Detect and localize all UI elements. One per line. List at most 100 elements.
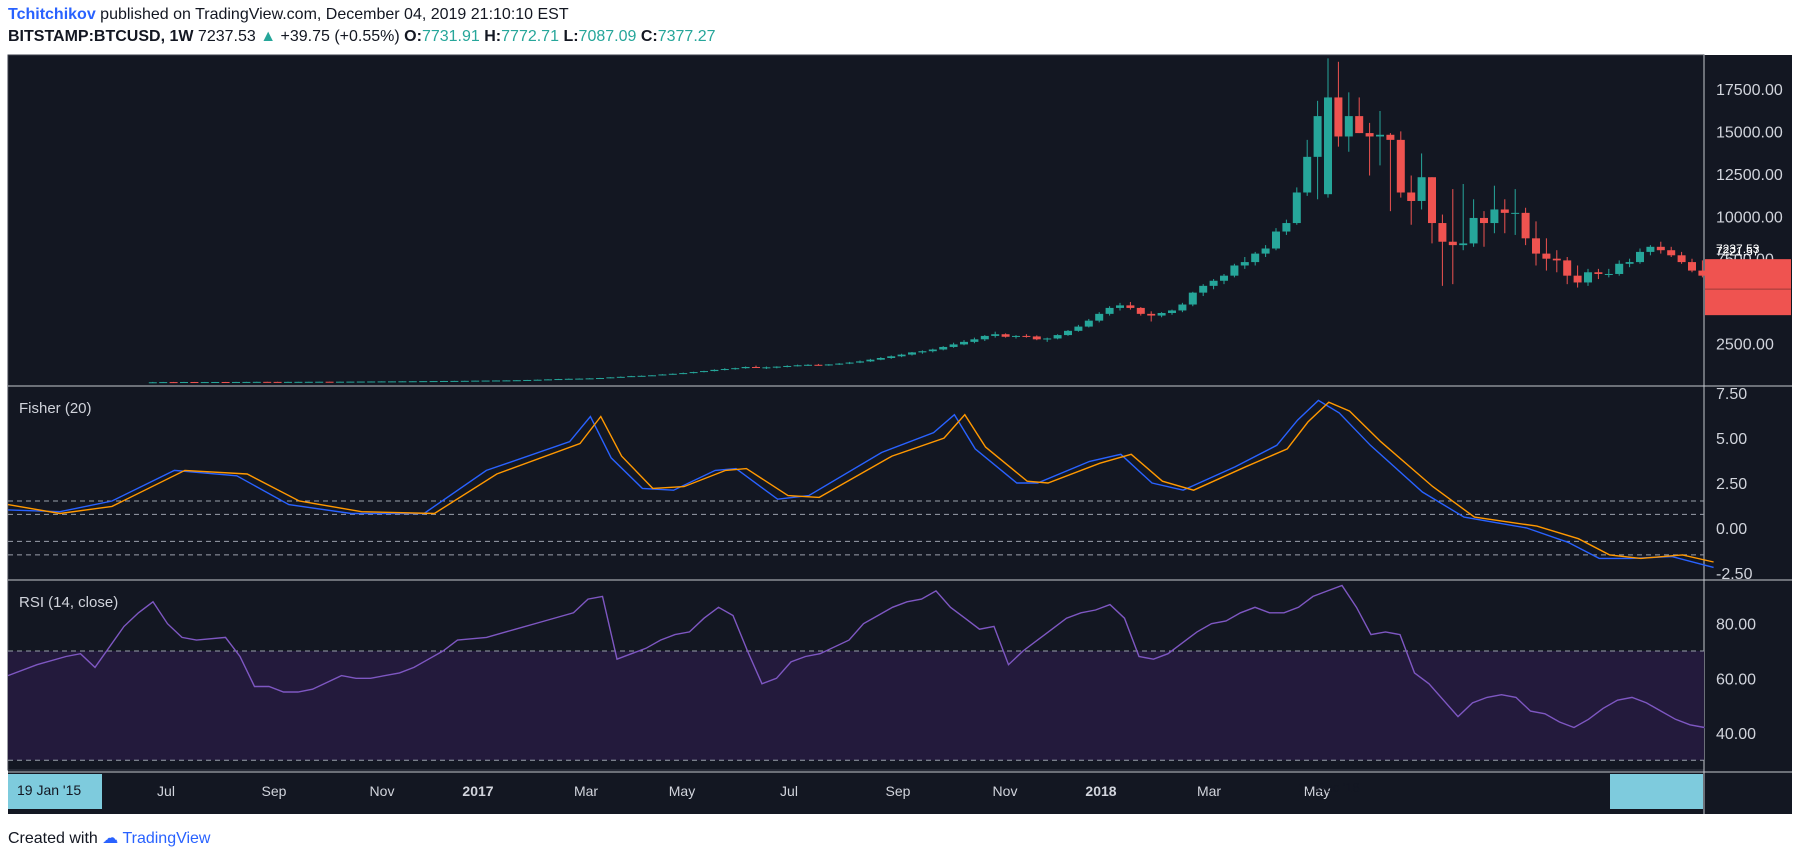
candle-body xyxy=(1511,212,1520,214)
candle-body xyxy=(575,378,584,380)
price-tick-label: 15000.00 xyxy=(1716,124,1783,141)
candle-body xyxy=(1376,134,1384,137)
candle-body xyxy=(741,366,750,369)
range-end-marker xyxy=(1610,774,1703,809)
candle-body xyxy=(512,380,521,382)
candle-body xyxy=(502,380,511,382)
candle-body xyxy=(627,376,636,378)
candle-body xyxy=(1677,255,1686,263)
candle-body xyxy=(200,382,209,384)
candle-body xyxy=(876,357,885,360)
candle-body xyxy=(1012,335,1020,337)
rsi-line xyxy=(7,584,1705,729)
time-tick-label: Nov xyxy=(993,783,1018,799)
candle-body xyxy=(1324,97,1332,195)
created-with-text: Created with xyxy=(8,830,98,847)
open-value: 7731.91 xyxy=(421,28,480,45)
candle-body xyxy=(814,364,823,366)
candle-body xyxy=(346,381,355,383)
candle-body xyxy=(367,381,376,383)
time-tick-label: Mar xyxy=(574,783,598,799)
candle-body xyxy=(336,381,344,383)
candle-body xyxy=(1272,231,1280,249)
price-pane: 2500.005000.007500.0010000.0012500.00150… xyxy=(148,58,1791,384)
candle-body xyxy=(1604,273,1613,275)
candle-body xyxy=(1095,313,1104,321)
candle-body xyxy=(1292,192,1301,224)
candle-body xyxy=(606,377,615,379)
fisher-title: Fisher (20) xyxy=(19,400,92,417)
candle-body xyxy=(242,381,251,383)
tradingview-logo-icon[interactable]: ☁ xyxy=(102,830,119,847)
candle-body xyxy=(523,379,532,381)
tradingview-brand[interactable]: TradingView xyxy=(122,830,211,847)
time-tick-label: Sep xyxy=(262,783,287,799)
candle-body xyxy=(1313,116,1322,157)
candle-body xyxy=(1428,177,1436,224)
author-link[interactable]: Tchitchikov xyxy=(8,6,96,23)
candle-body xyxy=(1459,243,1468,246)
candle-body xyxy=(1552,258,1561,261)
close-value: 7377.27 xyxy=(657,28,716,45)
candle-body xyxy=(1157,313,1166,316)
candle-body xyxy=(1615,263,1624,274)
candle-body xyxy=(1230,265,1239,276)
candle-body xyxy=(585,378,594,380)
candle-body xyxy=(180,382,188,384)
candle-body xyxy=(1521,212,1530,239)
close-label: C: xyxy=(640,28,658,45)
candle-body xyxy=(1032,336,1041,340)
candle-body xyxy=(1334,97,1343,137)
candle-body xyxy=(1105,307,1114,314)
candle-body xyxy=(1656,246,1665,251)
candle-body xyxy=(616,376,625,378)
time-tick-label: May xyxy=(669,783,695,799)
candle-body xyxy=(1386,134,1395,140)
candle-body xyxy=(939,346,948,350)
candle-body xyxy=(658,374,667,376)
candle-body xyxy=(190,382,199,384)
candle-body xyxy=(710,369,719,372)
candle-body xyxy=(419,381,428,383)
candle-body xyxy=(856,361,864,363)
candle-body xyxy=(1698,270,1707,276)
candle-body xyxy=(471,380,480,382)
candle-body xyxy=(949,344,958,347)
time-tick-label: 2018 xyxy=(1085,783,1116,799)
candle-body xyxy=(1126,305,1135,308)
candle-body xyxy=(1646,246,1655,252)
candle-body xyxy=(1563,260,1572,276)
candle-body xyxy=(1074,326,1083,331)
up-triangle-icon: ▲ xyxy=(260,28,277,45)
candle-body xyxy=(263,381,272,383)
candle-body xyxy=(1178,304,1187,311)
candle-body xyxy=(783,365,792,367)
candle-body xyxy=(991,334,1000,336)
publish-header: Tchitchikov published on TradingView.com… xyxy=(8,6,569,24)
candle-body xyxy=(1209,280,1218,286)
candle-body xyxy=(1667,250,1676,256)
range-start-marker xyxy=(8,774,102,809)
fisher-pane: Fisher (20) -2.50 0.00 2.50 5.00 7.50 xyxy=(7,386,1753,583)
candle-body xyxy=(304,381,313,383)
time-axis: Jul Sep Nov 2017 Mar May Jul Sep Nov 2018 Mar May 19… xyxy=(8,774,1703,809)
candle-body xyxy=(1001,334,1010,337)
candle-body xyxy=(1282,223,1291,232)
candle-body xyxy=(450,380,459,382)
candle-body xyxy=(460,380,469,382)
candle-body xyxy=(1199,285,1208,293)
chart-canvas[interactable]: 2500.005000.007500.0010000.0012500.00150… xyxy=(0,0,1805,815)
fisher-tick-label: 5.00 xyxy=(1716,431,1747,448)
candle-body xyxy=(294,381,303,383)
candle-body xyxy=(481,380,490,382)
candle-body xyxy=(1407,192,1416,201)
candle-body xyxy=(668,373,677,375)
candle-body xyxy=(637,375,646,377)
candle-body xyxy=(1532,238,1540,254)
rsi-pane: RSI (14, close) 40.00 60.00 80.00 xyxy=(7,584,1756,761)
current-price-box xyxy=(1705,259,1791,316)
candle-body xyxy=(554,379,563,381)
candle-body xyxy=(845,362,854,364)
candle-body xyxy=(148,382,157,384)
candle-body xyxy=(1064,330,1072,336)
